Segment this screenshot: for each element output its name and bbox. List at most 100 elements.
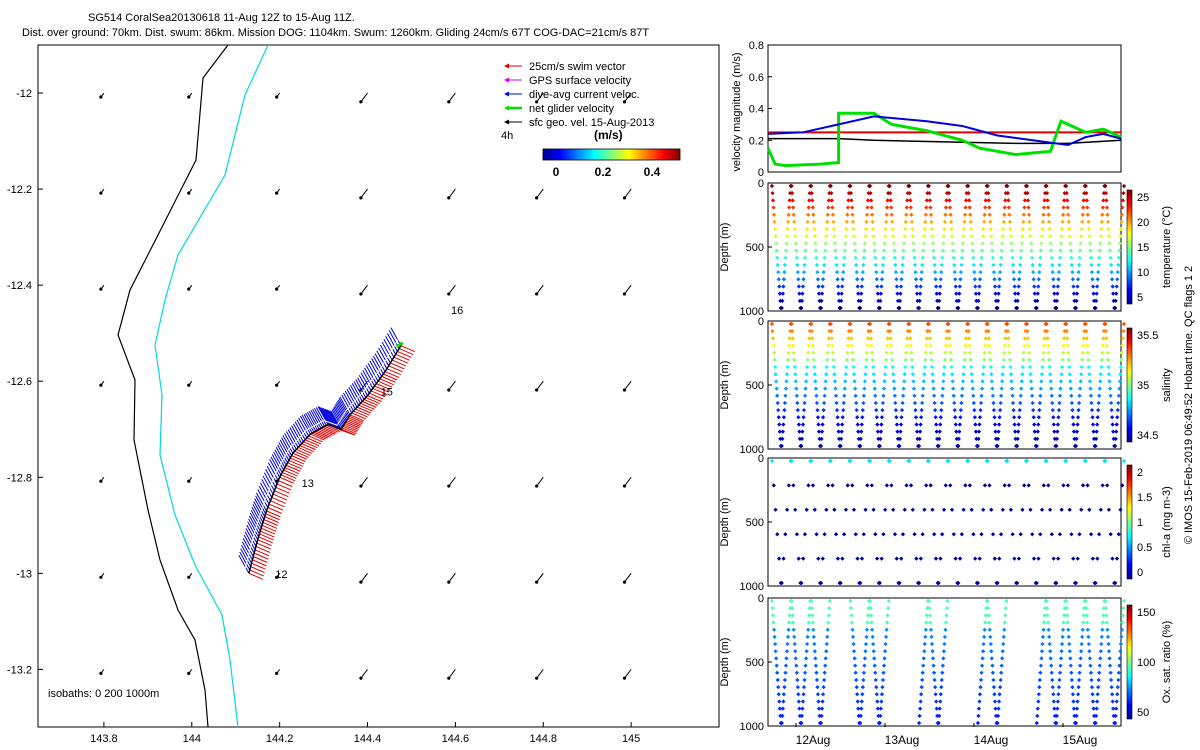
- profile-sample: [899, 277, 904, 282]
- profile-sample: [803, 248, 808, 253]
- profile-sample: [1099, 634, 1104, 640]
- profile-sample: [1066, 357, 1071, 363]
- profile-sample: [977, 422, 982, 427]
- profile-sample: [989, 241, 994, 246]
- dive-avg-current-vector: [385, 336, 397, 355]
- profile-sample: [770, 336, 776, 341]
- profile-sample: [1069, 677, 1074, 683]
- profile-sample: [1029, 386, 1034, 391]
- profile-sample: [848, 598, 853, 604]
- profile-sample: [940, 248, 945, 253]
- profile-sample: [793, 372, 798, 377]
- profile-sample: [1042, 198, 1047, 203]
- profile-sample: [792, 226, 797, 232]
- profile-sample: [843, 379, 848, 384]
- profile-sample: [822, 670, 827, 675]
- profile-sample: [1103, 606, 1109, 611]
- profile-sample: [1046, 212, 1051, 217]
- profile-sample: [777, 422, 782, 427]
- swim-vector: [297, 447, 313, 454]
- geo-current-arrow-head: [622, 292, 627, 296]
- profile-sample: [870, 634, 875, 640]
- profile-sample: [1107, 248, 1113, 253]
- profile-sample: [1015, 298, 1020, 303]
- profile-sample: [840, 415, 845, 420]
- profile-sample: [786, 483, 791, 488]
- profile-sample: [1093, 443, 1098, 449]
- profile-sample: [875, 422, 880, 427]
- profile-sample: [809, 598, 814, 604]
- profile-sample: [832, 234, 837, 239]
- profile-sample: [793, 656, 798, 661]
- dive-avg-current-vector: [278, 442, 290, 461]
- profile-sample: [929, 641, 935, 647]
- profile-sample: [855, 284, 860, 289]
- profile-sample: [942, 634, 948, 640]
- profile-sample: [833, 393, 839, 398]
- profile-sample: [980, 649, 986, 654]
- colorbar-tick-label: 10: [1137, 267, 1149, 279]
- profile-sample: [910, 372, 916, 377]
- profile-sample: [879, 284, 884, 289]
- profile-sample: [890, 364, 895, 370]
- profile-sample: [792, 364, 797, 370]
- profile-sample: [934, 291, 939, 296]
- profile-sample: [771, 620, 776, 625]
- profile-sample: [908, 336, 913, 341]
- profile-sample: [931, 393, 937, 398]
- profile-sample: [1006, 198, 1011, 203]
- profile-sample: [1106, 649, 1112, 654]
- profile-sample: [806, 627, 811, 632]
- profile-sample: [794, 393, 799, 398]
- profile-sample: [771, 343, 776, 348]
- dive-avg-current-vector: [240, 548, 252, 567]
- profile-sample: [795, 407, 800, 413]
- profile-sample: [998, 262, 1003, 268]
- profile-sample: [943, 205, 949, 210]
- profile-sample: [1010, 393, 1015, 398]
- profile-sample: [802, 677, 807, 683]
- profile-sample: [852, 379, 857, 384]
- profile-sample: [904, 343, 909, 348]
- map-x-tick-label: 143.8: [90, 733, 118, 745]
- profile-sample: [863, 234, 868, 239]
- profile-sample: [1064, 329, 1069, 334]
- profile-sample: [1058, 663, 1063, 668]
- profile-sample: [973, 422, 978, 427]
- profile-sample: [919, 415, 924, 420]
- profile-sample: [854, 400, 859, 406]
- geo-current-arrow: [624, 188, 632, 199]
- profile-sample: [1086, 357, 1091, 363]
- profile-sample: [987, 627, 992, 632]
- geo-current-arrow-head: [187, 95, 191, 99]
- profile-sample: [972, 269, 977, 275]
- geo-current-arrow-head: [447, 484, 451, 488]
- profile-sample: [802, 670, 808, 675]
- swim-vector: [289, 457, 305, 465]
- map-x-tick-label: 144: [183, 733, 201, 745]
- profile-sample: [807, 198, 812, 203]
- profile-sample: [1052, 291, 1057, 296]
- profile-sample: [780, 429, 785, 434]
- profile-sample: [796, 699, 802, 704]
- depth-colorbar: [1126, 327, 1133, 443]
- profile-sample: [811, 350, 816, 355]
- profile-sample: [996, 291, 1001, 296]
- profile-sample: [995, 298, 1001, 303]
- dive-avg-current-series: [767, 115, 1122, 147]
- profile-sample: [811, 357, 816, 363]
- profile-sample: [832, 507, 837, 512]
- profile-sample: [959, 532, 964, 537]
- profile-sample: [1041, 343, 1047, 348]
- map-x-tick-label: 144.4: [354, 733, 382, 745]
- dive-avg-current-vector: [335, 402, 347, 421]
- dive-avg-current-vector: [344, 390, 356, 410]
- profile-sample: [870, 219, 875, 225]
- depth-tick-label: 0: [758, 593, 764, 605]
- profile-sample: [804, 372, 809, 377]
- geo-current-arrow-head: [187, 383, 191, 387]
- swim-vector: [311, 432, 327, 440]
- dive-avg-current-vector: [267, 462, 279, 481]
- profile-sample: [1088, 393, 1094, 398]
- profile-sample: [849, 336, 854, 341]
